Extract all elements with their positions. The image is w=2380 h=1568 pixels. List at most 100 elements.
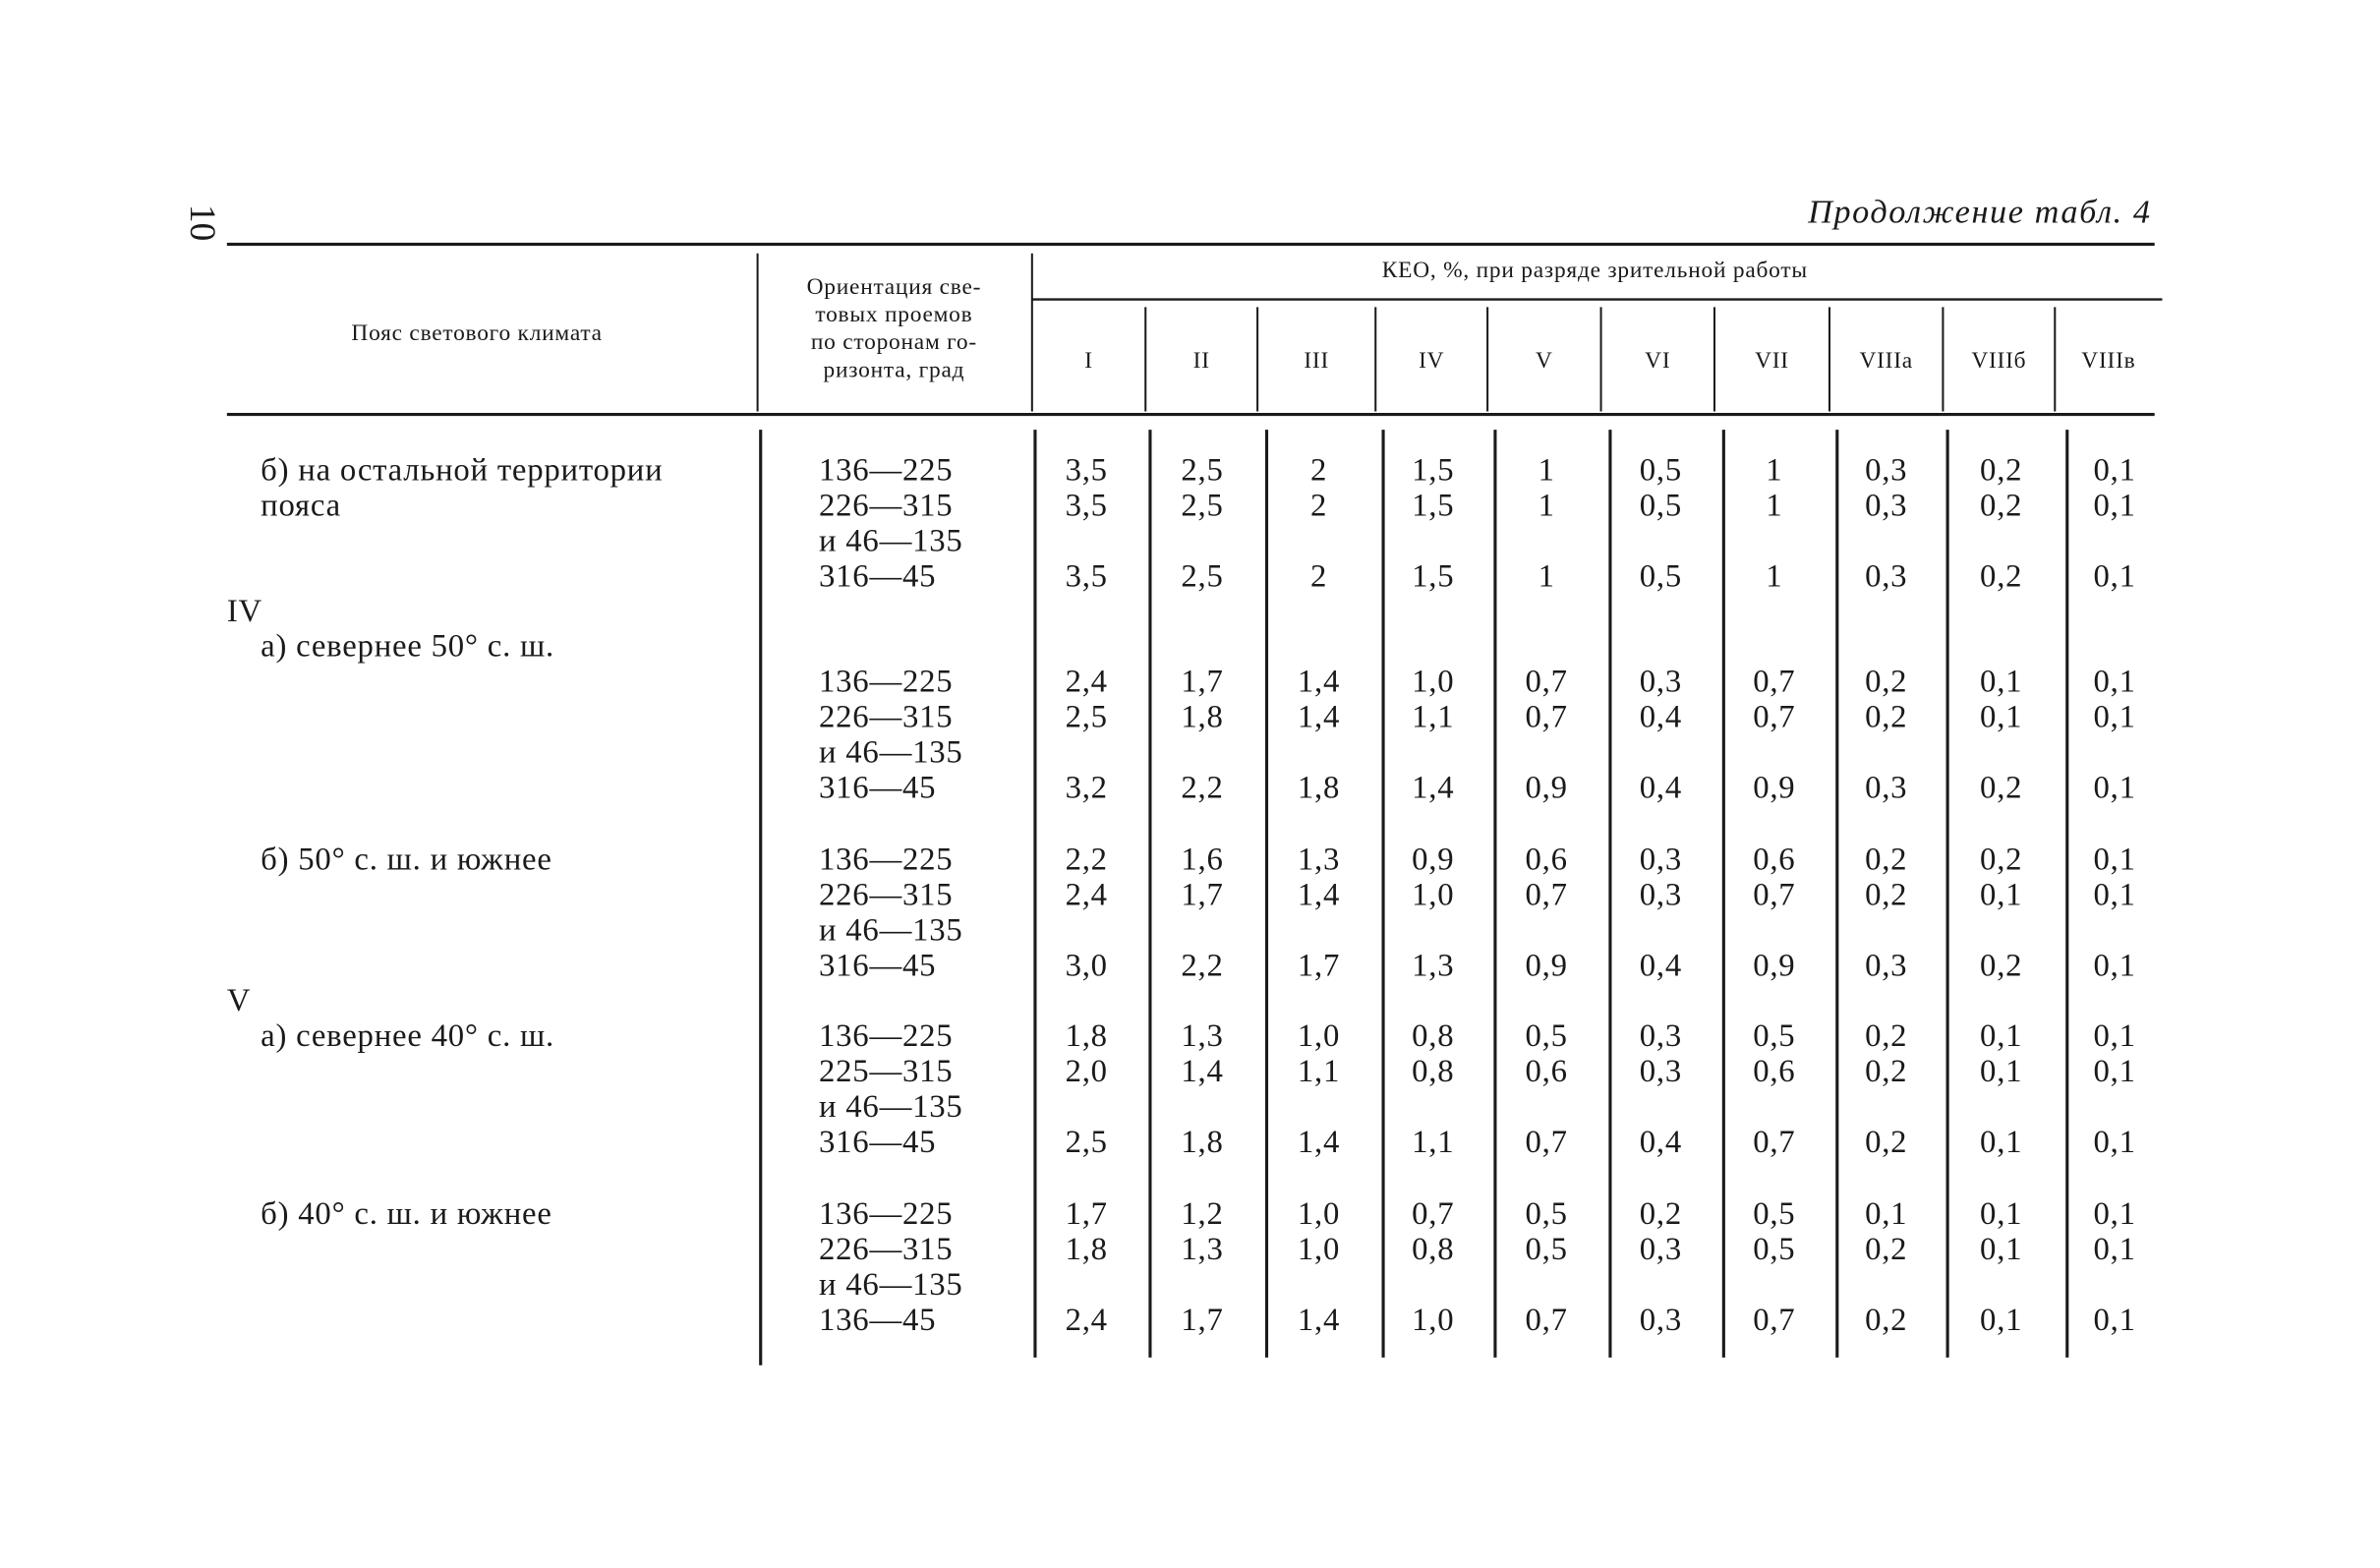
keo-value: 1,7 [1181, 665, 1223, 700]
keo-value: 1,0 [1298, 1018, 1340, 1054]
keo-value: 0,1 [2093, 771, 2135, 806]
keo-value: 0,1 [2093, 878, 2135, 913]
keo-value: 1,8 [1181, 700, 1223, 735]
keo-value: 0,1 [2093, 1303, 2135, 1338]
keo-value: 1,4 [1181, 1054, 1223, 1089]
orientation: и 46—135 [819, 735, 963, 771]
keo-value: 1,0 [1412, 665, 1454, 700]
keo-value: 0,1 [2093, 700, 2135, 735]
header-grade: VIIIв [2081, 348, 2135, 374]
keo-value: 1,4 [1298, 665, 1340, 700]
keo-value: 0,3 [1640, 1018, 1682, 1054]
keo-value: 0,1 [1865, 1196, 1907, 1232]
keo-value: 0,2 [1865, 700, 1907, 735]
keo-value: 0,3 [1865, 488, 1907, 523]
keo-value: 1 [1766, 452, 1782, 488]
header-grade: VII [1755, 348, 1789, 374]
group-label: а) севернее 40° с. ш. [261, 1018, 554, 1054]
keo-value: 1,7 [1298, 949, 1340, 984]
keo-value: 0,1 [2093, 558, 2135, 594]
keo-value: 0,5 [1753, 1232, 1795, 1267]
keo-value: 2,2 [1181, 949, 1223, 984]
keo-value: 0,6 [1753, 1054, 1795, 1089]
keo-value: 0,9 [1753, 949, 1795, 984]
keo-value: 0,7 [1526, 1303, 1568, 1338]
header-grade: VIIIа [1859, 348, 1913, 374]
caption: Продолжение табл. 4 [1807, 194, 2151, 231]
keo-value: 2 [1310, 488, 1327, 523]
zone: V [227, 983, 251, 1018]
keo-value: 0,1 [2093, 1018, 2135, 1054]
page-number: 10 [182, 204, 222, 241]
header-grade: VI [1645, 348, 1670, 374]
keo-value: 3,5 [1066, 558, 1108, 594]
keo-value: 0,3 [1865, 771, 1907, 806]
keo-value: 0,2 [1865, 1018, 1907, 1054]
keo-value: 2,5 [1181, 488, 1223, 523]
keo-value: 0,1 [2093, 1125, 2135, 1160]
keo-value: 0,5 [1753, 1196, 1795, 1232]
keo-value: 0,3 [1865, 452, 1907, 488]
header-grade: V [1536, 348, 1553, 374]
keo-value: 2 [1310, 452, 1327, 488]
keo-value: 1,5 [1412, 452, 1454, 488]
keo-value: 1 [1538, 558, 1555, 594]
keo-value: 0,5 [1753, 1018, 1795, 1054]
keo-value: 0,2 [1865, 1054, 1907, 1089]
keo-value: 3,5 [1066, 488, 1108, 523]
keo-value: 2,0 [1066, 1054, 1108, 1089]
keo-value: 0,2 [1865, 1125, 1907, 1160]
orientation: и 46—135 [819, 913, 963, 949]
keo-value: 0,1 [2093, 949, 2135, 984]
keo-value: 0,6 [1753, 842, 1795, 878]
keo-value: 2,4 [1066, 665, 1108, 700]
keo-value: 0,3 [1865, 949, 1907, 984]
keo-value: 1 [1538, 488, 1555, 523]
keo-value: 0,5 [1640, 488, 1682, 523]
keo-value: 0,2 [1865, 1303, 1907, 1338]
orientation: 316—45 [819, 1125, 936, 1160]
orientation: 316—45 [819, 771, 936, 806]
keo-value: 1,4 [1298, 700, 1340, 735]
keo-value: 2,2 [1066, 842, 1108, 878]
keo-value: 1,0 [1412, 1303, 1454, 1338]
header-grade: II [1193, 348, 1210, 374]
orientation: 226—315 [819, 1232, 953, 1267]
keo-value: 0,6 [1526, 842, 1568, 878]
keo-value: 3,2 [1066, 771, 1108, 806]
keo-value: 0,8 [1412, 1018, 1454, 1054]
keo-value: 0,3 [1640, 1303, 1682, 1338]
keo-value: 0,8 [1412, 1054, 1454, 1089]
keo-value: 0,1 [1980, 1196, 2022, 1232]
keo-value: 1,8 [1066, 1232, 1108, 1267]
keo-value: 0,1 [1980, 1125, 2022, 1160]
orientation: 226—315 [819, 488, 953, 523]
keo-value: 0,3 [1640, 842, 1682, 878]
keo-value: 0,4 [1640, 1125, 1682, 1160]
keo-value: 0,5 [1640, 452, 1682, 488]
keo-value: 0,4 [1640, 771, 1682, 806]
keo-value: 1,3 [1298, 842, 1340, 878]
keo-value: 0,8 [1412, 1232, 1454, 1267]
keo-value: 0,7 [1526, 665, 1568, 700]
keo-value: 1,1 [1298, 1054, 1340, 1089]
orientation: 136—225 [819, 452, 953, 488]
keo-value: 2,5 [1181, 558, 1223, 594]
group-label: пояса [261, 488, 341, 523]
keo-value: 1,3 [1181, 1232, 1223, 1267]
keo-value: 0,7 [1412, 1196, 1454, 1232]
orientation: 136—225 [819, 1018, 953, 1054]
keo-value: 0,1 [2093, 1232, 2135, 1267]
keo-value: 2,5 [1181, 452, 1223, 488]
keo-value: 1,7 [1181, 878, 1223, 913]
keo-value: 2,5 [1066, 1125, 1108, 1160]
keo-value: 0,7 [1526, 700, 1568, 735]
keo-value: 0,9 [1412, 842, 1454, 878]
header-orientation: товых проемов [815, 302, 972, 327]
keo-value: 0,3 [1640, 1232, 1682, 1267]
keo-value: 0,1 [1980, 1232, 2022, 1267]
orientation: 136—225 [819, 1196, 953, 1232]
orientation: и 46—135 [819, 1267, 963, 1303]
keo-value: 2,4 [1066, 1303, 1108, 1338]
